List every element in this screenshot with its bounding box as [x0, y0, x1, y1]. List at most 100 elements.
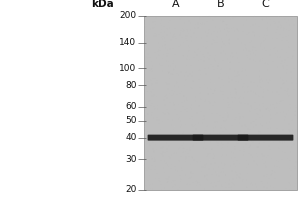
- Point: [195, 181, 200, 185]
- Point: [252, 139, 257, 142]
- Point: [285, 109, 290, 112]
- Point: [229, 108, 233, 111]
- Point: [253, 46, 258, 49]
- Point: [278, 141, 282, 144]
- Point: [190, 117, 194, 120]
- Point: [259, 118, 264, 121]
- Point: [164, 122, 169, 126]
- Point: [155, 81, 160, 85]
- Point: [177, 159, 182, 163]
- Point: [293, 110, 298, 113]
- Point: [190, 27, 195, 30]
- Point: [290, 153, 294, 156]
- Point: [158, 168, 163, 171]
- Point: [151, 54, 155, 57]
- Point: [226, 31, 231, 34]
- Point: [192, 39, 197, 42]
- Point: [185, 183, 190, 186]
- Point: [268, 177, 273, 181]
- Point: [192, 32, 197, 35]
- Point: [206, 28, 211, 31]
- Point: [156, 115, 161, 119]
- Point: [152, 158, 157, 162]
- Point: [260, 73, 265, 76]
- Point: [153, 40, 158, 44]
- Point: [159, 74, 164, 78]
- Point: [177, 97, 182, 100]
- Point: [151, 27, 155, 30]
- Point: [211, 54, 216, 57]
- Point: [289, 88, 294, 91]
- Point: [278, 100, 283, 103]
- Point: [250, 183, 255, 186]
- Point: [161, 47, 166, 50]
- Point: [227, 106, 232, 109]
- Point: [260, 115, 265, 118]
- Point: [186, 19, 191, 23]
- Point: [179, 123, 184, 126]
- Point: [168, 25, 173, 28]
- Point: [223, 181, 228, 184]
- FancyBboxPatch shape: [238, 135, 293, 141]
- Point: [279, 106, 283, 109]
- Point: [226, 40, 231, 43]
- Point: [157, 79, 161, 83]
- Point: [170, 64, 175, 67]
- Point: [164, 28, 169, 32]
- Point: [235, 64, 239, 67]
- Point: [232, 28, 237, 31]
- Point: [158, 55, 163, 58]
- Point: [277, 132, 282, 135]
- Point: [165, 117, 170, 120]
- Point: [264, 107, 268, 110]
- Point: [281, 67, 286, 70]
- Point: [292, 115, 296, 118]
- Point: [278, 137, 283, 141]
- Point: [181, 86, 186, 89]
- Point: [214, 35, 219, 38]
- Point: [190, 20, 194, 23]
- Point: [206, 26, 211, 30]
- Point: [146, 64, 151, 67]
- Point: [172, 72, 177, 75]
- Point: [242, 148, 246, 152]
- Point: [155, 27, 160, 31]
- Point: [198, 118, 203, 122]
- Point: [282, 184, 286, 187]
- Point: [236, 117, 241, 120]
- Point: [182, 94, 186, 98]
- Point: [167, 71, 172, 74]
- Point: [160, 35, 165, 38]
- Point: [148, 29, 152, 32]
- Point: [284, 164, 289, 168]
- Point: [147, 136, 152, 139]
- Point: [291, 36, 296, 39]
- Point: [232, 107, 237, 111]
- Point: [174, 80, 179, 83]
- Point: [257, 81, 262, 84]
- Point: [263, 50, 268, 53]
- Point: [269, 118, 274, 121]
- Point: [200, 152, 205, 156]
- Point: [269, 23, 274, 27]
- Point: [250, 120, 255, 123]
- Point: [229, 112, 233, 115]
- Point: [294, 79, 299, 82]
- Point: [243, 43, 248, 46]
- Point: [212, 28, 217, 31]
- Point: [153, 117, 158, 120]
- Point: [216, 134, 221, 138]
- Point: [144, 72, 149, 75]
- Point: [270, 138, 275, 142]
- Point: [196, 101, 201, 104]
- Point: [166, 138, 171, 141]
- Point: [290, 129, 295, 132]
- Point: [149, 154, 154, 157]
- Point: [193, 34, 197, 38]
- Point: [266, 183, 271, 186]
- Point: [276, 171, 280, 175]
- Point: [224, 32, 229, 36]
- Point: [179, 104, 184, 107]
- Point: [283, 111, 288, 114]
- Point: [164, 48, 169, 51]
